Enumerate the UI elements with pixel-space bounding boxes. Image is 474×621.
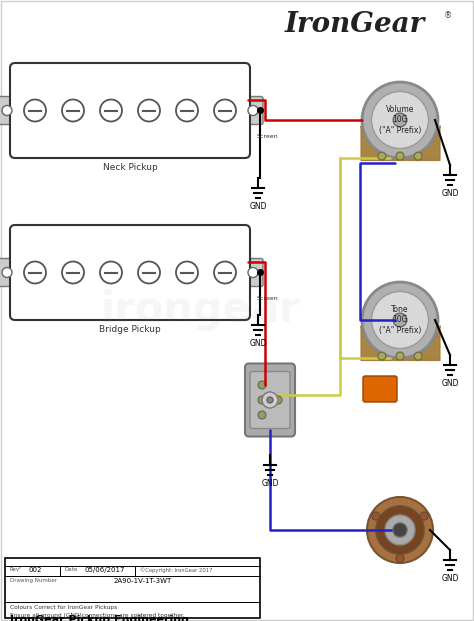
Circle shape [372, 91, 428, 148]
Circle shape [274, 396, 282, 404]
Circle shape [420, 512, 428, 520]
Bar [5, 558, 260, 618]
Circle shape [376, 506, 424, 554]
Circle shape [393, 523, 407, 537]
Text: Revⁿ: Revⁿ [10, 567, 22, 572]
Circle shape [214, 261, 236, 284]
Text: GND: GND [249, 202, 267, 211]
Text: IronGear: IronGear [285, 12, 425, 39]
Text: IronGear Pickup Engineering: IronGear Pickup Engineering [10, 615, 189, 621]
Text: 05/06/2017: 05/06/2017 [85, 567, 125, 573]
Circle shape [362, 282, 438, 358]
Circle shape [100, 261, 122, 284]
Circle shape [262, 392, 278, 408]
Text: GND: GND [441, 574, 459, 583]
Text: Screen: Screen [257, 135, 279, 140]
Circle shape [2, 106, 12, 116]
Text: Bridge Pickup: Bridge Pickup [99, 325, 161, 333]
FancyBboxPatch shape [0, 96, 17, 124]
FancyBboxPatch shape [363, 376, 397, 402]
Circle shape [176, 261, 198, 284]
Circle shape [248, 268, 258, 278]
Circle shape [396, 152, 404, 160]
Text: Colours Correct for IronGear Pickups: Colours Correct for IronGear Pickups [10, 605, 117, 610]
Circle shape [372, 512, 380, 520]
FancyBboxPatch shape [0, 258, 17, 286]
FancyBboxPatch shape [10, 225, 250, 320]
Circle shape [372, 291, 428, 348]
Text: Neck Pickup: Neck Pickup [103, 163, 157, 171]
FancyBboxPatch shape [10, 63, 250, 158]
Circle shape [62, 261, 84, 284]
Circle shape [258, 396, 266, 404]
Circle shape [362, 82, 438, 158]
FancyBboxPatch shape [243, 258, 263, 286]
Circle shape [176, 99, 198, 122]
Text: Date: Date [65, 567, 78, 572]
Circle shape [248, 106, 258, 116]
Circle shape [393, 313, 407, 327]
Text: 2A90-1V-1T-3WT: 2A90-1V-1T-3WT [113, 578, 172, 584]
Circle shape [367, 497, 433, 563]
Text: GND: GND [441, 379, 459, 388]
Text: Drawing Number: Drawing Number [10, 578, 57, 583]
Circle shape [378, 352, 386, 360]
Text: Tone
10G
("A" Prefix): Tone 10G ("A" Prefix) [379, 305, 421, 335]
Circle shape [414, 152, 422, 160]
Circle shape [258, 411, 266, 419]
FancyBboxPatch shape [243, 96, 263, 124]
Circle shape [138, 261, 160, 284]
Circle shape [393, 113, 407, 127]
Circle shape [258, 381, 266, 389]
Text: GND: GND [261, 479, 279, 488]
Circle shape [378, 152, 386, 160]
Circle shape [24, 99, 46, 122]
Circle shape [414, 352, 422, 360]
Circle shape [214, 99, 236, 122]
Circle shape [138, 99, 160, 122]
Text: Volume
10G
("A" Prefix): Volume 10G ("A" Prefix) [379, 105, 421, 135]
Circle shape [100, 99, 122, 122]
Circle shape [396, 554, 404, 562]
Circle shape [2, 268, 12, 278]
Circle shape [396, 352, 404, 360]
Text: GND: GND [441, 189, 459, 198]
Text: Ensure all ground (GND)connections are soldered together.: Ensure all ground (GND)connections are s… [10, 613, 185, 618]
Text: ®: ® [444, 12, 452, 20]
Text: 002: 002 [28, 567, 42, 573]
FancyBboxPatch shape [250, 371, 290, 428]
Text: Screen: Screen [257, 296, 279, 302]
FancyBboxPatch shape [245, 363, 295, 437]
Circle shape [24, 261, 46, 284]
Text: GND: GND [249, 339, 267, 348]
Circle shape [267, 397, 273, 403]
Circle shape [385, 515, 415, 545]
Text: irongear: irongear [100, 289, 300, 331]
Circle shape [62, 99, 84, 122]
Text: ©Copyright: IronGear 2017: ©Copyright: IronGear 2017 [140, 567, 212, 573]
